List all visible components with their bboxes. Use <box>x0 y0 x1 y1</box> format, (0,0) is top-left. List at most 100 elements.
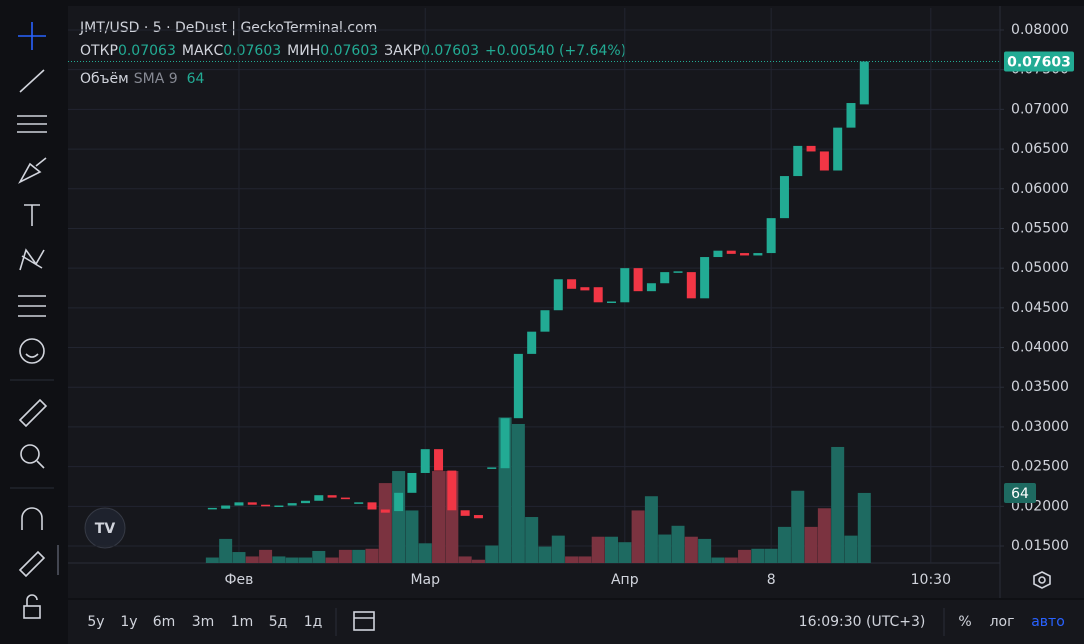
volume-bar <box>458 556 472 563</box>
lines-tool[interactable] <box>17 115 47 133</box>
magnet-tool[interactable] <box>21 507 43 530</box>
volume-bar <box>738 549 752 563</box>
candle-body <box>300 500 310 504</box>
high-label: МАКС <box>182 43 224 59</box>
candle-body <box>607 301 617 303</box>
goto-date-button[interactable] <box>353 611 375 631</box>
candle-body <box>221 505 231 509</box>
zoom-tool[interactable] <box>20 444 45 469</box>
x-tick-label: Мар <box>410 572 440 588</box>
volume-bar <box>511 423 525 563</box>
volume-bar <box>525 517 539 563</box>
volume-bar <box>432 471 446 563</box>
logo-mark: TV <box>95 521 116 537</box>
lock-drawing-tool[interactable] <box>18 550 46 578</box>
volume-bar <box>272 556 286 563</box>
candle-body <box>367 502 377 510</box>
volume-bar <box>844 535 858 563</box>
last-price-label: 0.07603 <box>1007 55 1071 71</box>
volume-bar <box>857 492 871 563</box>
candle-body <box>287 503 297 506</box>
x-tick-label: Фев <box>225 572 254 588</box>
y-tick-label: 0.04000 <box>1011 340 1069 356</box>
candle-body <box>380 509 390 513</box>
volume-bar <box>392 471 406 563</box>
volume-bar <box>418 543 432 563</box>
candle-body <box>846 103 856 128</box>
candle-body <box>314 495 324 501</box>
volume-bar <box>232 552 246 563</box>
percent-button[interactable]: % <box>958 614 971 630</box>
auto-button[interactable]: авто <box>1031 614 1065 630</box>
candle-body <box>487 467 497 469</box>
volume-bar <box>538 546 552 563</box>
lock-tool[interactable] <box>23 594 41 619</box>
volume-bar <box>591 536 605 563</box>
candle-body <box>527 331 537 354</box>
range-button[interactable]: 5y <box>87 614 104 630</box>
volume-value: 64 <box>187 71 205 87</box>
y-tick-label: 0.03000 <box>1011 419 1069 435</box>
y-tick-label: 0.07000 <box>1011 101 1069 117</box>
range-button[interactable]: 6m <box>153 614 176 630</box>
candle-body <box>553 279 563 311</box>
forecast-tool[interactable] <box>18 295 46 317</box>
volume-bar <box>298 557 312 563</box>
candle-body <box>686 272 696 299</box>
candle-body <box>354 502 364 504</box>
log-button[interactable]: лог <box>990 614 1015 630</box>
range-button[interactable]: 1д <box>304 614 323 630</box>
open-value: 0.07063 <box>118 43 176 59</box>
candle-body <box>673 271 683 273</box>
volume-bar <box>671 525 685 563</box>
volume-bar <box>817 508 831 563</box>
candle-body <box>460 510 470 516</box>
y-tick-label: 0.06500 <box>1011 141 1069 157</box>
volume-bar <box>724 557 738 563</box>
y-tick-label: 0.02500 <box>1011 459 1069 475</box>
candle-body <box>340 497 350 500</box>
range-button[interactable]: 5д <box>269 614 288 630</box>
candle-body <box>513 353 523 419</box>
candle-body <box>580 287 590 291</box>
ruler-tool[interactable] <box>18 398 48 428</box>
range-button[interactable]: 3m <box>192 614 215 630</box>
candle-body <box>420 449 430 473</box>
volume-bar <box>831 446 845 563</box>
sma-label: SMA 9 <box>134 71 178 87</box>
y-tick-label: 0.06000 <box>1011 181 1069 197</box>
candle-body <box>660 272 670 284</box>
candle-body <box>806 145 816 152</box>
volume-legend: Объём SMA 9 64 <box>80 71 205 87</box>
volume-bar <box>764 548 778 563</box>
y-tick-label: 0.05000 <box>1011 260 1069 276</box>
y-tick-label: 0.01500 <box>1011 538 1069 554</box>
text-tool[interactable] <box>24 204 40 226</box>
range-button[interactable]: 1m <box>231 614 254 630</box>
x-tick-label: Апр <box>611 572 639 588</box>
candle-body <box>327 495 337 498</box>
volume-bar <box>698 538 712 563</box>
pattern-tool[interactable] <box>19 248 45 271</box>
range-buttons: 5y 1y 6m 3m 1m 5д 1д <box>87 614 322 630</box>
ohlc-legend: ОТКР0.07063 МАКС0.07603 МИН0.07603 ЗАКР0.07… <box>80 43 626 59</box>
candle-body <box>620 268 630 303</box>
volume-bar <box>777 526 791 563</box>
emoji-tool[interactable] <box>19 338 45 364</box>
brush-tool[interactable] <box>18 157 47 184</box>
candle-body <box>567 279 577 289</box>
volume-bar <box>644 496 658 563</box>
candle-body <box>473 515 483 519</box>
crosshair-tool[interactable] <box>18 22 46 50</box>
high-value: 0.07603 <box>223 43 281 59</box>
axis-settings-button[interactable] <box>1033 571 1051 589</box>
candle-body <box>447 470 457 511</box>
volume-bar <box>551 535 565 563</box>
range-button[interactable]: 1y <box>120 614 137 630</box>
volume-bar <box>711 557 725 563</box>
volume-bar <box>471 559 485 563</box>
close-value: 0.07603 <box>421 43 479 59</box>
trendline-tool[interactable] <box>19 69 45 93</box>
x-tick-label: 10:30 <box>911 572 951 588</box>
